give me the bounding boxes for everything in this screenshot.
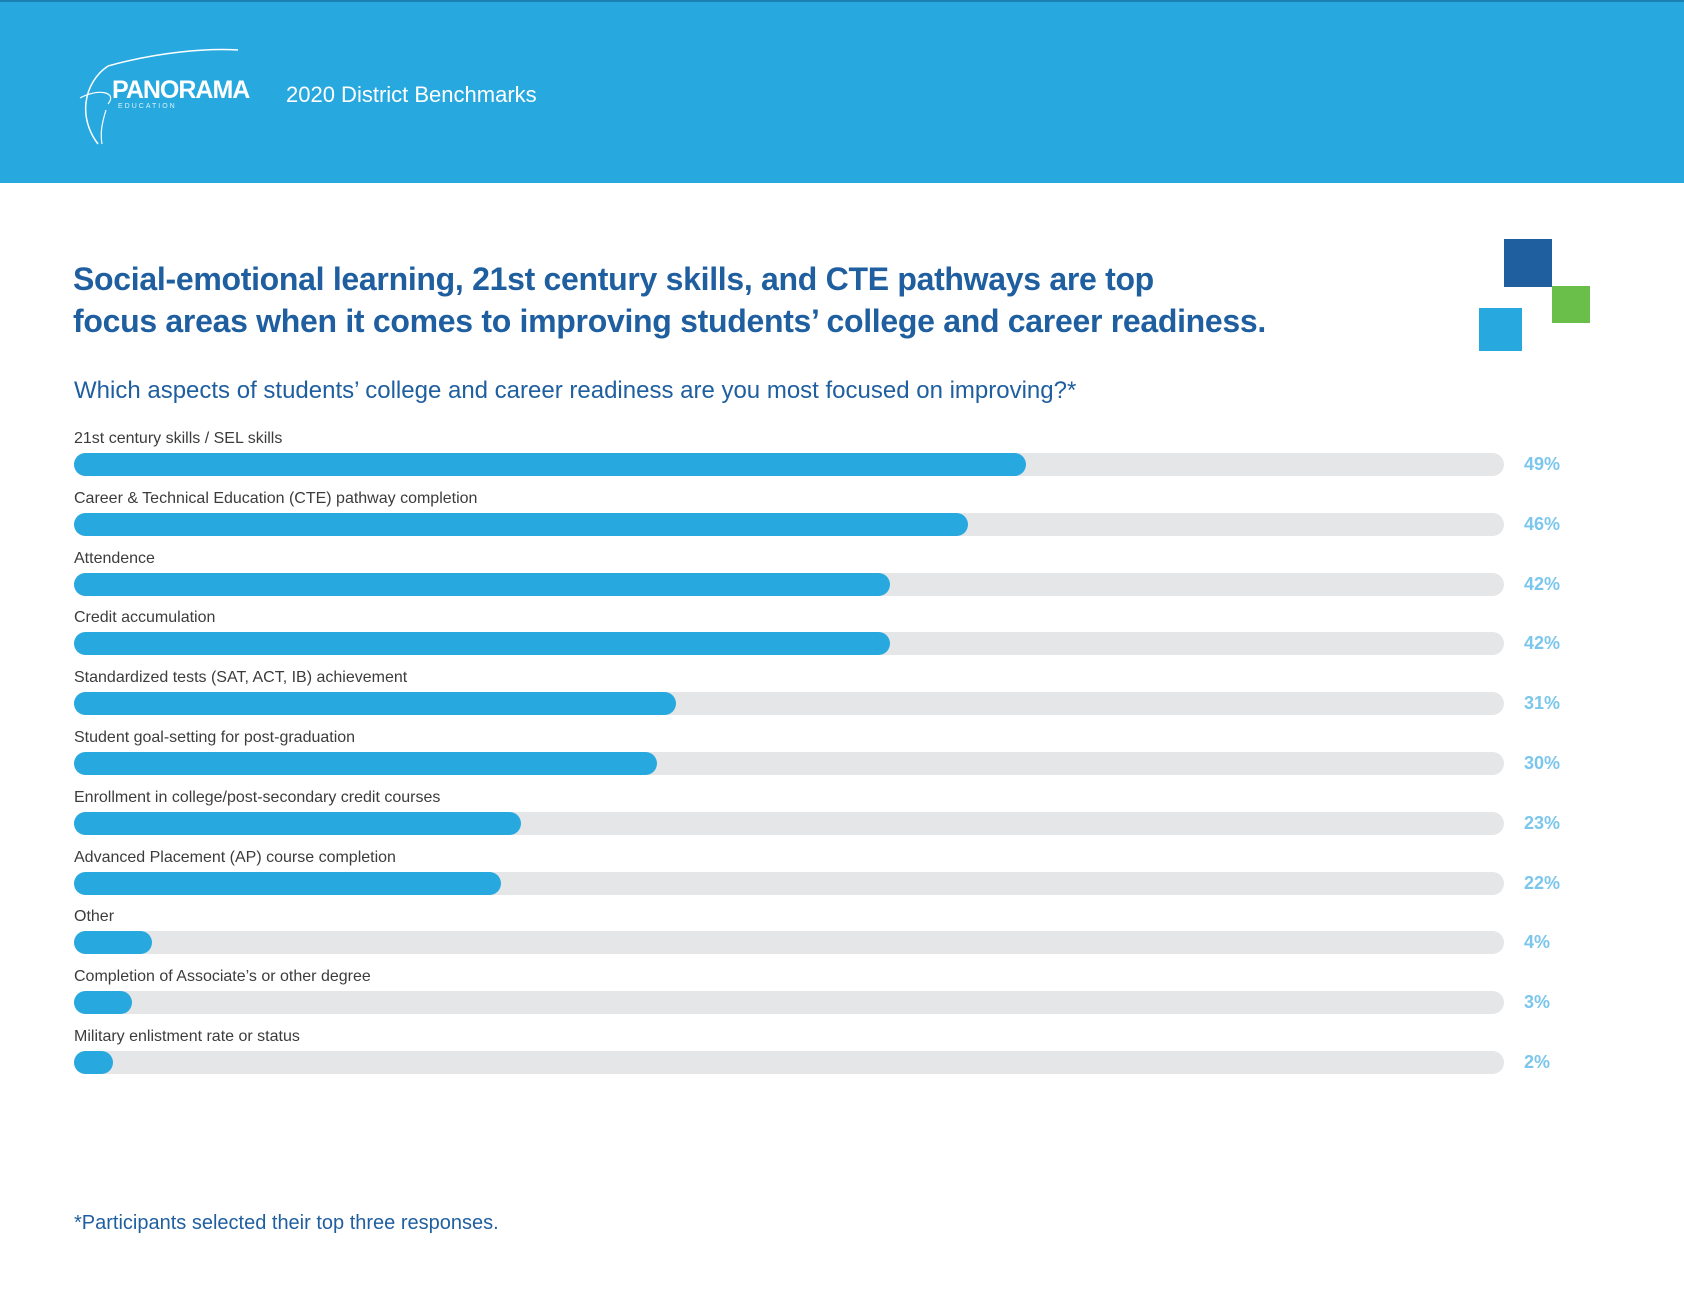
bar-value-label: 42% [1524,633,1561,654]
header-banner: PANORAMA EDUCATION 2020 District Benchma… [0,0,1684,183]
bar-track [74,811,1504,835]
bar-track [74,572,1504,596]
bar-label: 21st century skills / SEL skills [74,430,283,447]
bar [74,991,133,1015]
bar-label: Standardized tests (SAT, ACT, IB) achiev… [74,669,408,687]
bar-label: Completion of Associate’s or other degre… [74,968,371,986]
bar [74,632,890,656]
bar-track [74,1051,1504,1074]
bar [74,752,657,775]
decor-square-light-blue [1479,308,1522,351]
bar [74,453,1026,476]
bar-value-label: 3% [1524,992,1551,1013]
bar-label: Credit accumulation [74,609,216,627]
bar-value-label: 30% [1524,753,1561,773]
bar-value-label: 23% [1524,812,1561,833]
bar-label: Student goal-setting for post-graduation [74,729,356,746]
bar [74,512,968,536]
bar-value-label: 2% [1524,1052,1551,1072]
bar-track [74,512,1504,536]
bar-value-label: 4% [1524,932,1551,953]
footnote: *Participants selected their top three r… [74,1212,499,1234]
bar-value-label: 42% [1524,573,1561,594]
bar-track [74,991,1504,1015]
bar-value-label: 49% [1524,454,1561,474]
headline-line-1: Social-emotional learning, 21st century … [73,261,1154,297]
bar-value-label: 46% [1524,513,1561,534]
bar [74,692,677,716]
bar [74,931,152,955]
decor-square-dark-blue [1504,239,1552,287]
bar-track [74,453,1504,476]
logo-swoosh-icon [79,48,239,145]
bar [74,572,890,596]
bar-label: Military enlistment rate or status [74,1028,300,1045]
bar-track [74,931,1504,955]
decor-square-green [1552,286,1590,323]
page-headline: Social-emotional learning, 21st century … [73,258,1373,342]
bar-track [74,871,1504,895]
panorama-logo: PANORAMA EDUCATION [78,48,250,148]
bar-value-label: 31% [1524,693,1561,714]
headline-line-2: focus areas when it comes to improving s… [73,303,1267,339]
bar-label: Enrollment in college/post-secondary cre… [74,788,441,806]
logo-subtext: EDUCATION [118,103,177,110]
logo-wordmark: PANORAMA [112,76,250,104]
bar-label: Career & Technical Education (CTE) pathw… [74,489,478,507]
bar-label: Attendence [74,549,155,567]
chart-question: Which aspects of students’ college and c… [74,377,1077,404]
bar [74,871,502,895]
bar-track [74,752,1504,775]
bar-label: Other [74,908,115,926]
header-title: 2020 District Benchmarks [286,82,537,107]
header-top-line [0,0,1684,2]
bar-track [74,692,1504,716]
bar-label: Advanced Placement (AP) course completio… [74,848,396,866]
bar [74,811,521,835]
bar [74,1051,113,1074]
bar-track [74,632,1504,656]
bar-value-label: 22% [1524,872,1561,893]
